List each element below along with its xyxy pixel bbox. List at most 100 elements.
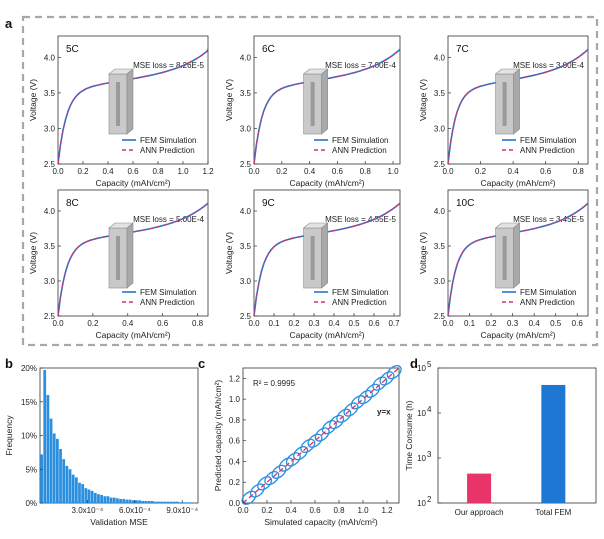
mse-label: MSE loss = 3.00E-4 [513, 61, 584, 70]
scatter-point [307, 433, 323, 448]
histogram-bar [40, 454, 43, 503]
y-tick-label: 3.5 [240, 242, 252, 251]
mse-label: MSE loss = 4.55E-5 [325, 215, 396, 224]
plot-frame [242, 367, 400, 504]
y-axis-label: Predicted capacity (mAh/cm²) [213, 380, 223, 492]
histogram-bar [135, 500, 138, 503]
y-tick-label: 4.0 [240, 207, 252, 216]
plot-frame [437, 367, 597, 504]
y-tick-label: 1.2 [229, 374, 241, 383]
panel-label-c: c [198, 356, 205, 371]
y-tick-label: 10% [21, 432, 37, 441]
histogram-bar [46, 395, 50, 503]
model-electrode [310, 236, 315, 280]
histogram-bar [78, 482, 81, 503]
mse-label: MSE loss = 7.00E-4 [325, 61, 396, 70]
x-tick-label: 0.2 [475, 167, 487, 176]
battery-model-illustration [494, 68, 521, 135]
y-tick-label: 1.0 [229, 395, 241, 404]
y-tick-label: 3.0 [240, 124, 252, 133]
scatter-point [278, 457, 294, 472]
histogram-bar [84, 488, 88, 503]
legend-label-fem: FEM Simulation [332, 288, 388, 297]
model-side [321, 222, 328, 289]
subplot-title: 5C [66, 44, 79, 55]
y-tick-label: 20% [21, 364, 37, 373]
mse-label: MSE loss = 5.00E-4 [133, 215, 204, 224]
legend-label-fem: FEM Simulation [140, 136, 196, 145]
mse-label: MSE loss = 8.26E-5 [133, 61, 204, 70]
histogram-bar [163, 501, 167, 503]
histogram-bar [87, 489, 91, 503]
model-electrode [502, 82, 507, 126]
y-tick-label: 0.2 [229, 478, 241, 487]
x-axis-label: Capacity (mAh/cm²) [480, 330, 555, 340]
identity-line-label: y=x [377, 408, 391, 417]
plot-frame [447, 189, 589, 317]
x-tick-label: 0.4 [304, 167, 316, 176]
histogram-bar [71, 474, 75, 503]
plot-frame [253, 189, 401, 317]
x-tick-label: 1.0 [357, 506, 369, 515]
y-axis-label: Time Consume (h) [404, 400, 414, 470]
y-tick-label: 15% [21, 398, 37, 407]
legend-label-fem: FEM Simulation [140, 288, 196, 297]
model-side [126, 222, 134, 289]
subplot-10C: 0.0 0.1 0.2 0.3 0.4 0.5 0.6 2.5 3.0 3.5 4.0 Capacit… [418, 189, 589, 340]
y-tick-label: 2.5 [44, 312, 56, 321]
y-tick-exponent: 3 [427, 450, 432, 459]
x-tick-label: 1.2 [202, 167, 214, 176]
histogram-bar [172, 501, 176, 503]
y-tick-label: 4.0 [434, 207, 446, 216]
histogram-bar [150, 500, 154, 503]
model-side [513, 222, 520, 289]
model-electrode [310, 82, 315, 126]
y-tick-label: 4.0 [44, 53, 56, 62]
x-axis-label: Simulated capacity (mAh/cm²) [264, 517, 378, 527]
bar-total-fem [541, 384, 566, 503]
y-tick-label: 0% [25, 499, 37, 508]
x-tick-label: 0.0 [237, 506, 249, 515]
y-tick-label: 3.5 [44, 89, 56, 98]
histogram-bar [176, 501, 179, 503]
histogram-bar [52, 433, 56, 503]
model-electrode [116, 82, 120, 126]
panel-a: 0.0 0.2 0.4 0.6 0.8 1.0 1.2 2.5 3.0 3.5 4.0 Capacit… [28, 35, 589, 340]
histogram-bar [109, 497, 113, 503]
histogram-bar [56, 438, 59, 503]
legend-label-fem: FEM Simulation [332, 136, 388, 145]
model-side [321, 68, 328, 135]
y-tick-label: 3.5 [44, 242, 56, 251]
x-tick-label: 0.5 [550, 319, 562, 328]
scatter-point [343, 402, 359, 417]
histogram-bar [169, 501, 173, 503]
scatter-point [271, 464, 287, 479]
y-axis-label: Voltage (V) [224, 232, 234, 274]
ann-prediction-line [57, 49, 209, 165]
model-electrode [502, 236, 507, 280]
histogram-bar [119, 498, 122, 503]
subplot-title: 7C [456, 44, 469, 55]
x-tick-label: 0.2 [288, 319, 300, 328]
battery-model-illustration [108, 68, 134, 135]
ann-prediction-line [57, 202, 209, 317]
y-tick-label: 0.0 [229, 499, 241, 508]
legend-label-fem: FEM Simulation [520, 136, 576, 145]
x-tick-label: 6.0x10⁻⁴ [119, 506, 151, 515]
histogram-bar [74, 477, 78, 503]
histogram-bar [59, 449, 62, 503]
x-tick-label: 0.0 [442, 319, 454, 328]
x-axis-label: Capacity (mAh/cm²) [289, 330, 364, 340]
x-tick-label: 0.8 [333, 506, 345, 515]
histogram-bar [122, 498, 126, 503]
y-tick-label: 3.0 [434, 124, 446, 133]
x-axis-label: Capacity (mAh/cm²) [95, 330, 170, 340]
battery-model-illustration [302, 222, 329, 289]
y-tick-label: 3.5 [434, 89, 446, 98]
scatter-point [241, 490, 257, 505]
x-tick-label: 0.2 [486, 319, 498, 328]
legend-label-ann: ANN Prediction [332, 298, 387, 307]
x-tick-label: 0.8 [152, 167, 164, 176]
histogram-bar [166, 501, 170, 503]
x-tick-label: 0.2 [77, 167, 89, 176]
